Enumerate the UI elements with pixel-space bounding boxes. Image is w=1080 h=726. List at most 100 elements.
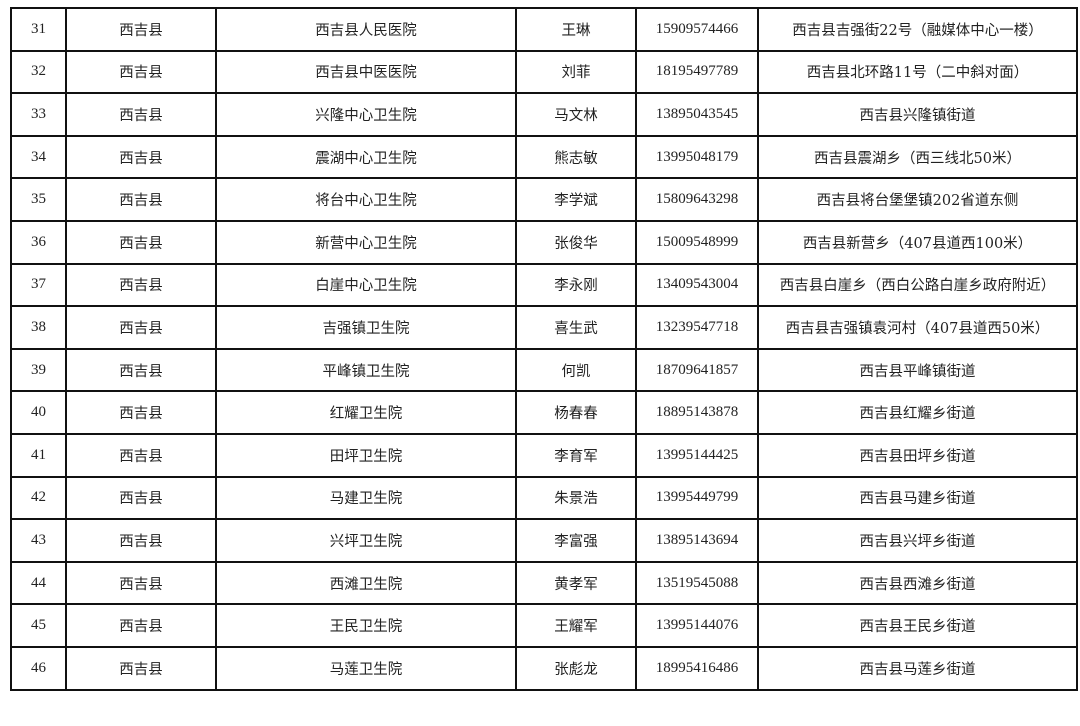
institution-cell: 兴隆中心卫生院	[215, 92, 517, 137]
phone-cell: 13995144076	[635, 603, 759, 648]
row-number: 35	[10, 177, 67, 222]
county-cell: 西吉县	[65, 305, 217, 350]
row-number: 44	[10, 560, 67, 606]
county-cell: 西吉县	[65, 560, 217, 606]
county-cell: 西吉县	[65, 645, 217, 691]
row-number: 45	[10, 603, 67, 648]
contact-person-cell: 马文林	[515, 92, 637, 137]
county-cell: 西吉县	[65, 347, 217, 393]
address-cell: 西吉县吉强镇袁河村（407县道西50米）	[757, 305, 1078, 350]
contact-person-cell: 刘菲	[515, 49, 637, 95]
row-number: 42	[10, 475, 67, 521]
address-cell: 西吉县震湖乡（西三线北50米）	[757, 134, 1078, 180]
institution-cell: 马建卫生院	[215, 475, 517, 521]
contact-person-cell: 李育军	[515, 432, 637, 478]
phone-cell: 13519545088	[635, 560, 759, 606]
address-cell: 西吉县白崖乡（西白公路白崖乡政府附近）	[757, 262, 1078, 308]
institution-cell: 西吉县中医医院	[215, 49, 517, 95]
phone-cell: 15809643298	[635, 177, 759, 222]
contact-person-cell: 杨春春	[515, 390, 637, 435]
institution-cell: 兴坪卫生院	[215, 518, 517, 563]
row-number: 37	[10, 262, 67, 308]
phone-cell: 18195497789	[635, 49, 759, 95]
contact-person-cell: 李富强	[515, 518, 637, 563]
county-cell: 西吉县	[65, 49, 217, 95]
row-number: 38	[10, 305, 67, 350]
contact-person-cell: 张俊华	[515, 219, 637, 265]
address-cell: 西吉县王民乡街道	[757, 603, 1078, 648]
row-number: 43	[10, 518, 67, 563]
institution-cell: 吉强镇卫生院	[215, 305, 517, 350]
phone-cell: 13995449799	[635, 475, 759, 521]
contact-person-cell: 张彪龙	[515, 645, 637, 691]
institution-cell: 震湖中心卫生院	[215, 134, 517, 180]
county-cell: 西吉县	[65, 177, 217, 222]
address-cell: 西吉县马莲乡街道	[757, 645, 1078, 691]
table-row: 38 西吉县 吉强镇卫生院 喜生武 13239547718 西吉县吉强镇袁河村（407县道…	[10, 305, 1078, 350]
table-row: 34 西吉县 震湖中心卫生院 熊志敏 13995048179 西吉县震湖乡（西三线北50米…	[10, 134, 1078, 180]
address-cell: 西吉县将台堡堡镇202省道东侧	[757, 177, 1078, 222]
phone-cell: 18895143878	[635, 390, 759, 435]
table-row: 43 西吉县 兴坪卫生院 李富强 13895143694 西吉县兴坪乡街道	[10, 518, 1078, 563]
institution-cell: 平峰镇卫生院	[215, 347, 517, 393]
county-cell: 西吉县	[65, 603, 217, 648]
institution-cell: 白崖中心卫生院	[215, 262, 517, 308]
table-row: 45 西吉县 王民卫生院 王耀军 13995144076 西吉县王民乡街道	[10, 603, 1078, 648]
phone-cell: 18709641857	[635, 347, 759, 393]
county-cell: 西吉县	[65, 219, 217, 265]
row-number: 46	[10, 645, 67, 691]
address-cell: 西吉县兴隆镇街道	[757, 92, 1078, 137]
table-row: 39 西吉县 平峰镇卫生院 何凯 18709641857 西吉县平峰镇街道	[10, 347, 1078, 393]
address-cell: 西吉县北环路11号（二中斜对面）	[757, 49, 1078, 95]
institution-cell: 田坪卫生院	[215, 432, 517, 478]
table-row: 33 西吉县 兴隆中心卫生院 马文林 13895043545 西吉县兴隆镇街道	[10, 92, 1078, 137]
contact-person-cell: 何凯	[515, 347, 637, 393]
address-cell: 西吉县红耀乡街道	[757, 390, 1078, 435]
table-row: 46 西吉县 马莲卫生院 张彪龙 18995416486 西吉县马莲乡街道	[10, 645, 1078, 691]
address-cell: 西吉县平峰镇街道	[757, 347, 1078, 393]
table-row: 41 西吉县 田坪卫生院 李育军 13995144425 西吉县田坪乡街道	[10, 432, 1078, 478]
table-row: 40 西吉县 红耀卫生院 杨春春 18895143878 西吉县红耀乡街道	[10, 390, 1078, 435]
contact-person-cell: 王耀军	[515, 603, 637, 648]
institution-cell: 新营中心卫生院	[215, 219, 517, 265]
institution-cell: 红耀卫生院	[215, 390, 517, 435]
phone-cell: 13409543004	[635, 262, 759, 308]
phone-cell: 15909574466	[635, 7, 759, 52]
row-number: 31	[10, 7, 67, 52]
contact-person-cell: 黄孝军	[515, 560, 637, 606]
phone-cell: 13895143694	[635, 518, 759, 563]
row-number: 39	[10, 347, 67, 393]
phone-cell: 13895043545	[635, 92, 759, 137]
county-cell: 西吉县	[65, 7, 217, 52]
address-cell: 西吉县西滩乡街道	[757, 560, 1078, 606]
table-row: 35 西吉县 将台中心卫生院 李学斌 15809643298 西吉县将台堡堡镇202省道东…	[10, 177, 1078, 222]
contact-person-cell: 朱景浩	[515, 475, 637, 521]
county-cell: 西吉县	[65, 432, 217, 478]
institution-cell: 西滩卫生院	[215, 560, 517, 606]
phone-cell: 15009548999	[635, 219, 759, 265]
county-cell: 西吉县	[65, 262, 217, 308]
county-cell: 西吉县	[65, 475, 217, 521]
county-cell: 西吉县	[65, 518, 217, 563]
row-number: 33	[10, 92, 67, 137]
phone-cell: 13239547718	[635, 305, 759, 350]
row-number: 32	[10, 49, 67, 95]
county-cell: 西吉县	[65, 390, 217, 435]
address-cell: 西吉县新营乡（407县道西100米）	[757, 219, 1078, 265]
phone-cell: 13995048179	[635, 134, 759, 180]
table-row: 31 西吉县 西吉县人民医院 王琳 15909574466 西吉县吉强街22号（融媒体中心…	[10, 7, 1078, 52]
table-row: 44 西吉县 西滩卫生院 黄孝军 13519545088 西吉县西滩乡街道	[10, 560, 1078, 606]
row-number: 34	[10, 134, 67, 180]
table-row: 37 西吉县 白崖中心卫生院 李永刚 13409543004 西吉县白崖乡（西白公路白崖乡…	[10, 262, 1078, 308]
contact-person-cell: 王琳	[515, 7, 637, 52]
contact-person-cell: 喜生武	[515, 305, 637, 350]
row-number: 41	[10, 432, 67, 478]
county-cell: 西吉县	[65, 92, 217, 137]
row-number: 40	[10, 390, 67, 435]
contact-person-cell: 熊志敏	[515, 134, 637, 180]
address-cell: 西吉县马建乡街道	[757, 475, 1078, 521]
county-cell: 西吉县	[65, 134, 217, 180]
address-cell: 西吉县兴坪乡街道	[757, 518, 1078, 563]
phone-cell: 18995416486	[635, 645, 759, 691]
table-row: 42 西吉县 马建卫生院 朱景浩 13995449799 西吉县马建乡街道	[10, 475, 1078, 521]
